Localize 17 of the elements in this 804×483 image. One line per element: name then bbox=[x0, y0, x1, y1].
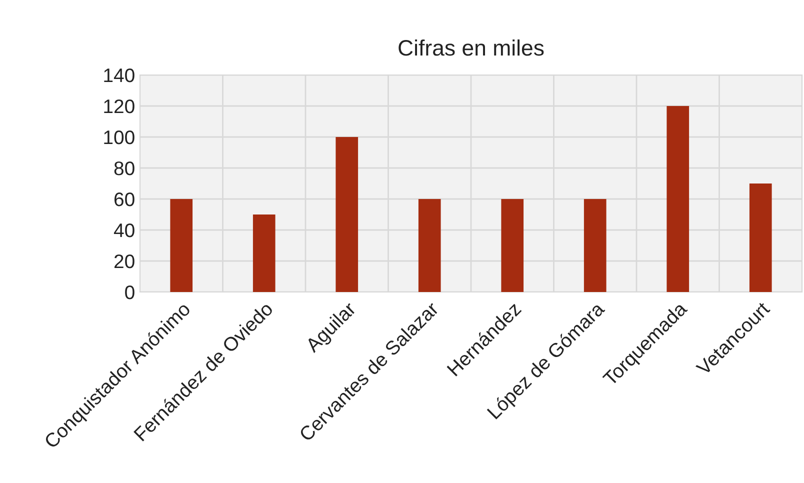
y-tick-label: 100 bbox=[104, 130, 134, 144]
y-tick-label: 140 bbox=[104, 68, 134, 82]
bar bbox=[336, 137, 358, 292]
bar bbox=[170, 199, 193, 292]
bar bbox=[252, 214, 276, 292]
bar bbox=[584, 199, 606, 292]
bar bbox=[418, 199, 441, 292]
y-tick-label: 120 bbox=[104, 99, 134, 114]
bar bbox=[749, 184, 772, 292]
y-tick-label: 80 bbox=[114, 161, 134, 176]
bar bbox=[666, 106, 690, 292]
y-tick-label: 20 bbox=[114, 254, 134, 268]
chart-title: Cifras en miles bbox=[398, 39, 544, 56]
y-tick-label: 0 bbox=[125, 285, 134, 300]
y-tick-label: 60 bbox=[114, 192, 134, 206]
y-tick-label: 40 bbox=[114, 223, 134, 238]
bar bbox=[501, 199, 524, 292]
